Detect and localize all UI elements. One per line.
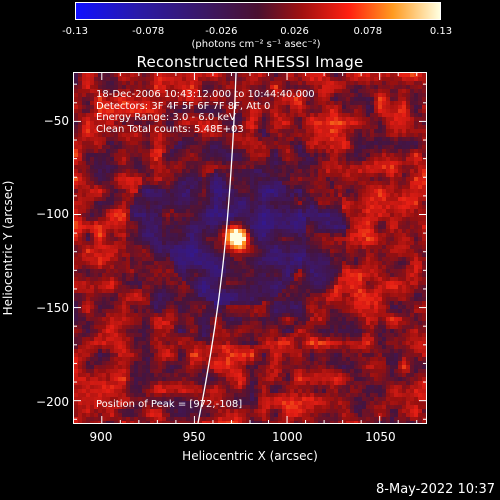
colorbar-tick-label: 0.078 <box>353 26 383 37</box>
colorbar-tick-label: -0.078 <box>132 26 165 37</box>
info-line-1: 18-Dec-2006 10:43:12.000 to 10:44:40.000 <box>96 89 315 100</box>
solar-limb-line <box>197 73 237 423</box>
y-tick-label: −100 <box>36 207 69 222</box>
plot-overlay <box>74 73 426 423</box>
colorbar-tick-label: -0.13 <box>62 26 88 37</box>
x-tick-label: 950 <box>182 430 206 444</box>
y-axis-label-text: Heliocentric Y (arcsec) <box>1 180 15 316</box>
info-line-4: Clean Total counts: 5.48E+03 <box>96 123 244 135</box>
plot-timestamp: 8-May-2022 10:37 <box>376 482 495 497</box>
image-title: Reconstructed RHESSI Image <box>136 53 364 71</box>
colorbar <box>75 2 441 20</box>
y-tick-label: −150 <box>36 300 69 315</box>
info-line-3: Energy Range: 3.0 - 6.0 keV <box>96 112 236 123</box>
x-tick-label: 1050 <box>365 430 396 444</box>
colorbar-gradient <box>76 3 440 19</box>
x-tick-label: 900 <box>89 430 113 444</box>
x-axis-label: Heliocentric X (arcsec) <box>182 449 318 463</box>
colorbar-units: (photons cm⁻² s⁻¹ asec⁻²) <box>191 39 321 50</box>
colorbar-tick-label: 0.13 <box>429 26 453 37</box>
colorbar-tick-label: 0.026 <box>280 26 309 37</box>
reconstructed-map <box>74 73 426 423</box>
y-tick-label: −50 <box>43 113 69 128</box>
y-tick-label: −200 <box>36 394 69 409</box>
x-tick-label: 1000 <box>271 430 303 444</box>
info-line-2: Detectors: 3F 4F 5F 6F 7F 8F, Att 0 <box>96 100 271 112</box>
rhessi-image-plot: 18-Dec-2006 10:43:12.000 to 10:44:40.000… <box>73 72 427 424</box>
colorbar-tick-label: -0.026 <box>205 26 238 37</box>
peak-position-label: Position of Peak = [972,-108] <box>96 399 243 410</box>
